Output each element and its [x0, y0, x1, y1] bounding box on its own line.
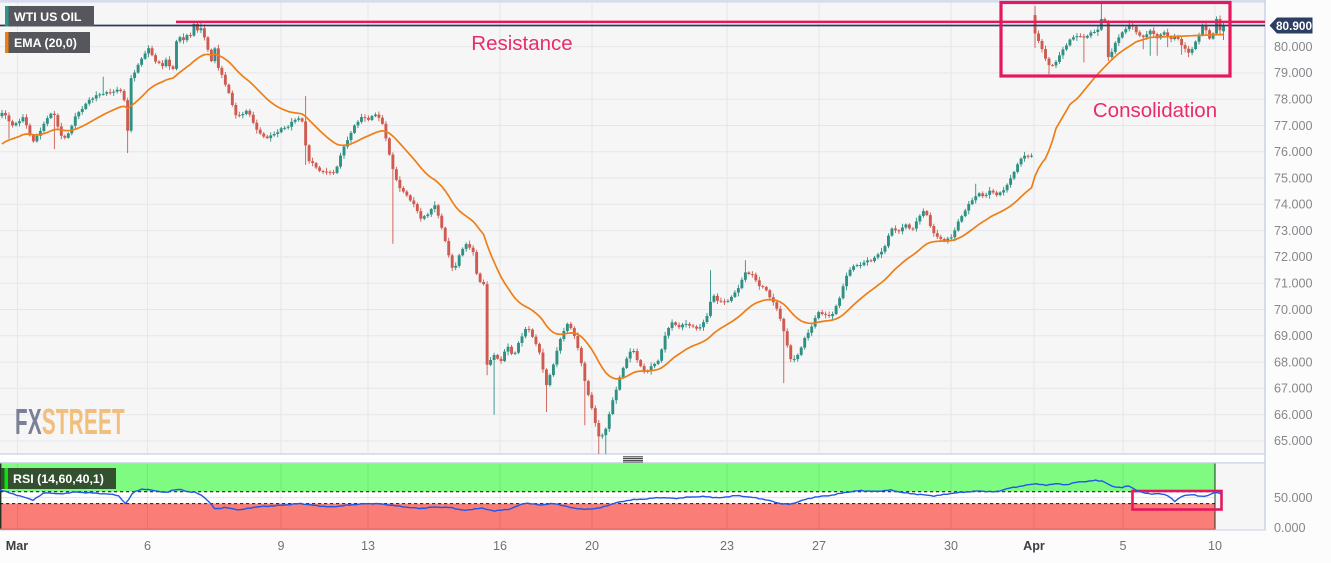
svg-text:78.000: 78.000 — [1274, 93, 1313, 107]
svg-text:66.000: 66.000 — [1274, 408, 1313, 422]
svg-text:74.000: 74.000 — [1274, 198, 1313, 212]
svg-text:10: 10 — [1208, 539, 1222, 553]
svg-text:27: 27 — [812, 539, 826, 553]
svg-text:73.000: 73.000 — [1274, 224, 1313, 238]
svg-text:9: 9 — [277, 539, 284, 553]
svg-text:FXSTREET: FXSTREET — [15, 402, 125, 443]
svg-text:80.000: 80.000 — [1274, 40, 1313, 54]
svg-text:70.000: 70.000 — [1274, 303, 1313, 317]
svg-text:79.000: 79.000 — [1274, 66, 1313, 80]
svg-text:77.000: 77.000 — [1274, 119, 1313, 133]
svg-text:Apr: Apr — [1023, 539, 1045, 553]
svg-text:6: 6 — [144, 539, 151, 553]
svg-text:68.000: 68.000 — [1274, 355, 1313, 369]
svg-text:5: 5 — [1119, 539, 1126, 553]
svg-text:71.000: 71.000 — [1274, 277, 1313, 291]
svg-text:72.000: 72.000 — [1274, 250, 1313, 264]
svg-text:67.000: 67.000 — [1274, 382, 1313, 396]
svg-text:65.000: 65.000 — [1274, 434, 1313, 448]
svg-text:EMA (20,0): EMA (20,0) — [14, 36, 77, 50]
svg-text:RSI (14,60,40,1): RSI (14,60,40,1) — [13, 472, 104, 486]
svg-text:30: 30 — [944, 539, 958, 553]
svg-text:13: 13 — [361, 539, 375, 553]
svg-text:0.000: 0.000 — [1274, 521, 1306, 535]
svg-text:69.000: 69.000 — [1274, 329, 1313, 343]
svg-text:Mar: Mar — [6, 539, 28, 553]
svg-text:50.000: 50.000 — [1274, 491, 1313, 505]
svg-text:76.000: 76.000 — [1274, 145, 1313, 159]
svg-text:16: 16 — [493, 539, 507, 553]
svg-text:75.000: 75.000 — [1274, 171, 1313, 185]
svg-text:Consolidation: Consolidation — [1093, 99, 1217, 122]
svg-text:WTI US OIL: WTI US OIL — [14, 10, 82, 24]
svg-text:20: 20 — [585, 539, 599, 553]
svg-text:Resistance: Resistance — [471, 32, 572, 55]
svg-text:80.900: 80.900 — [1276, 19, 1313, 33]
svg-text:23: 23 — [720, 539, 734, 553]
